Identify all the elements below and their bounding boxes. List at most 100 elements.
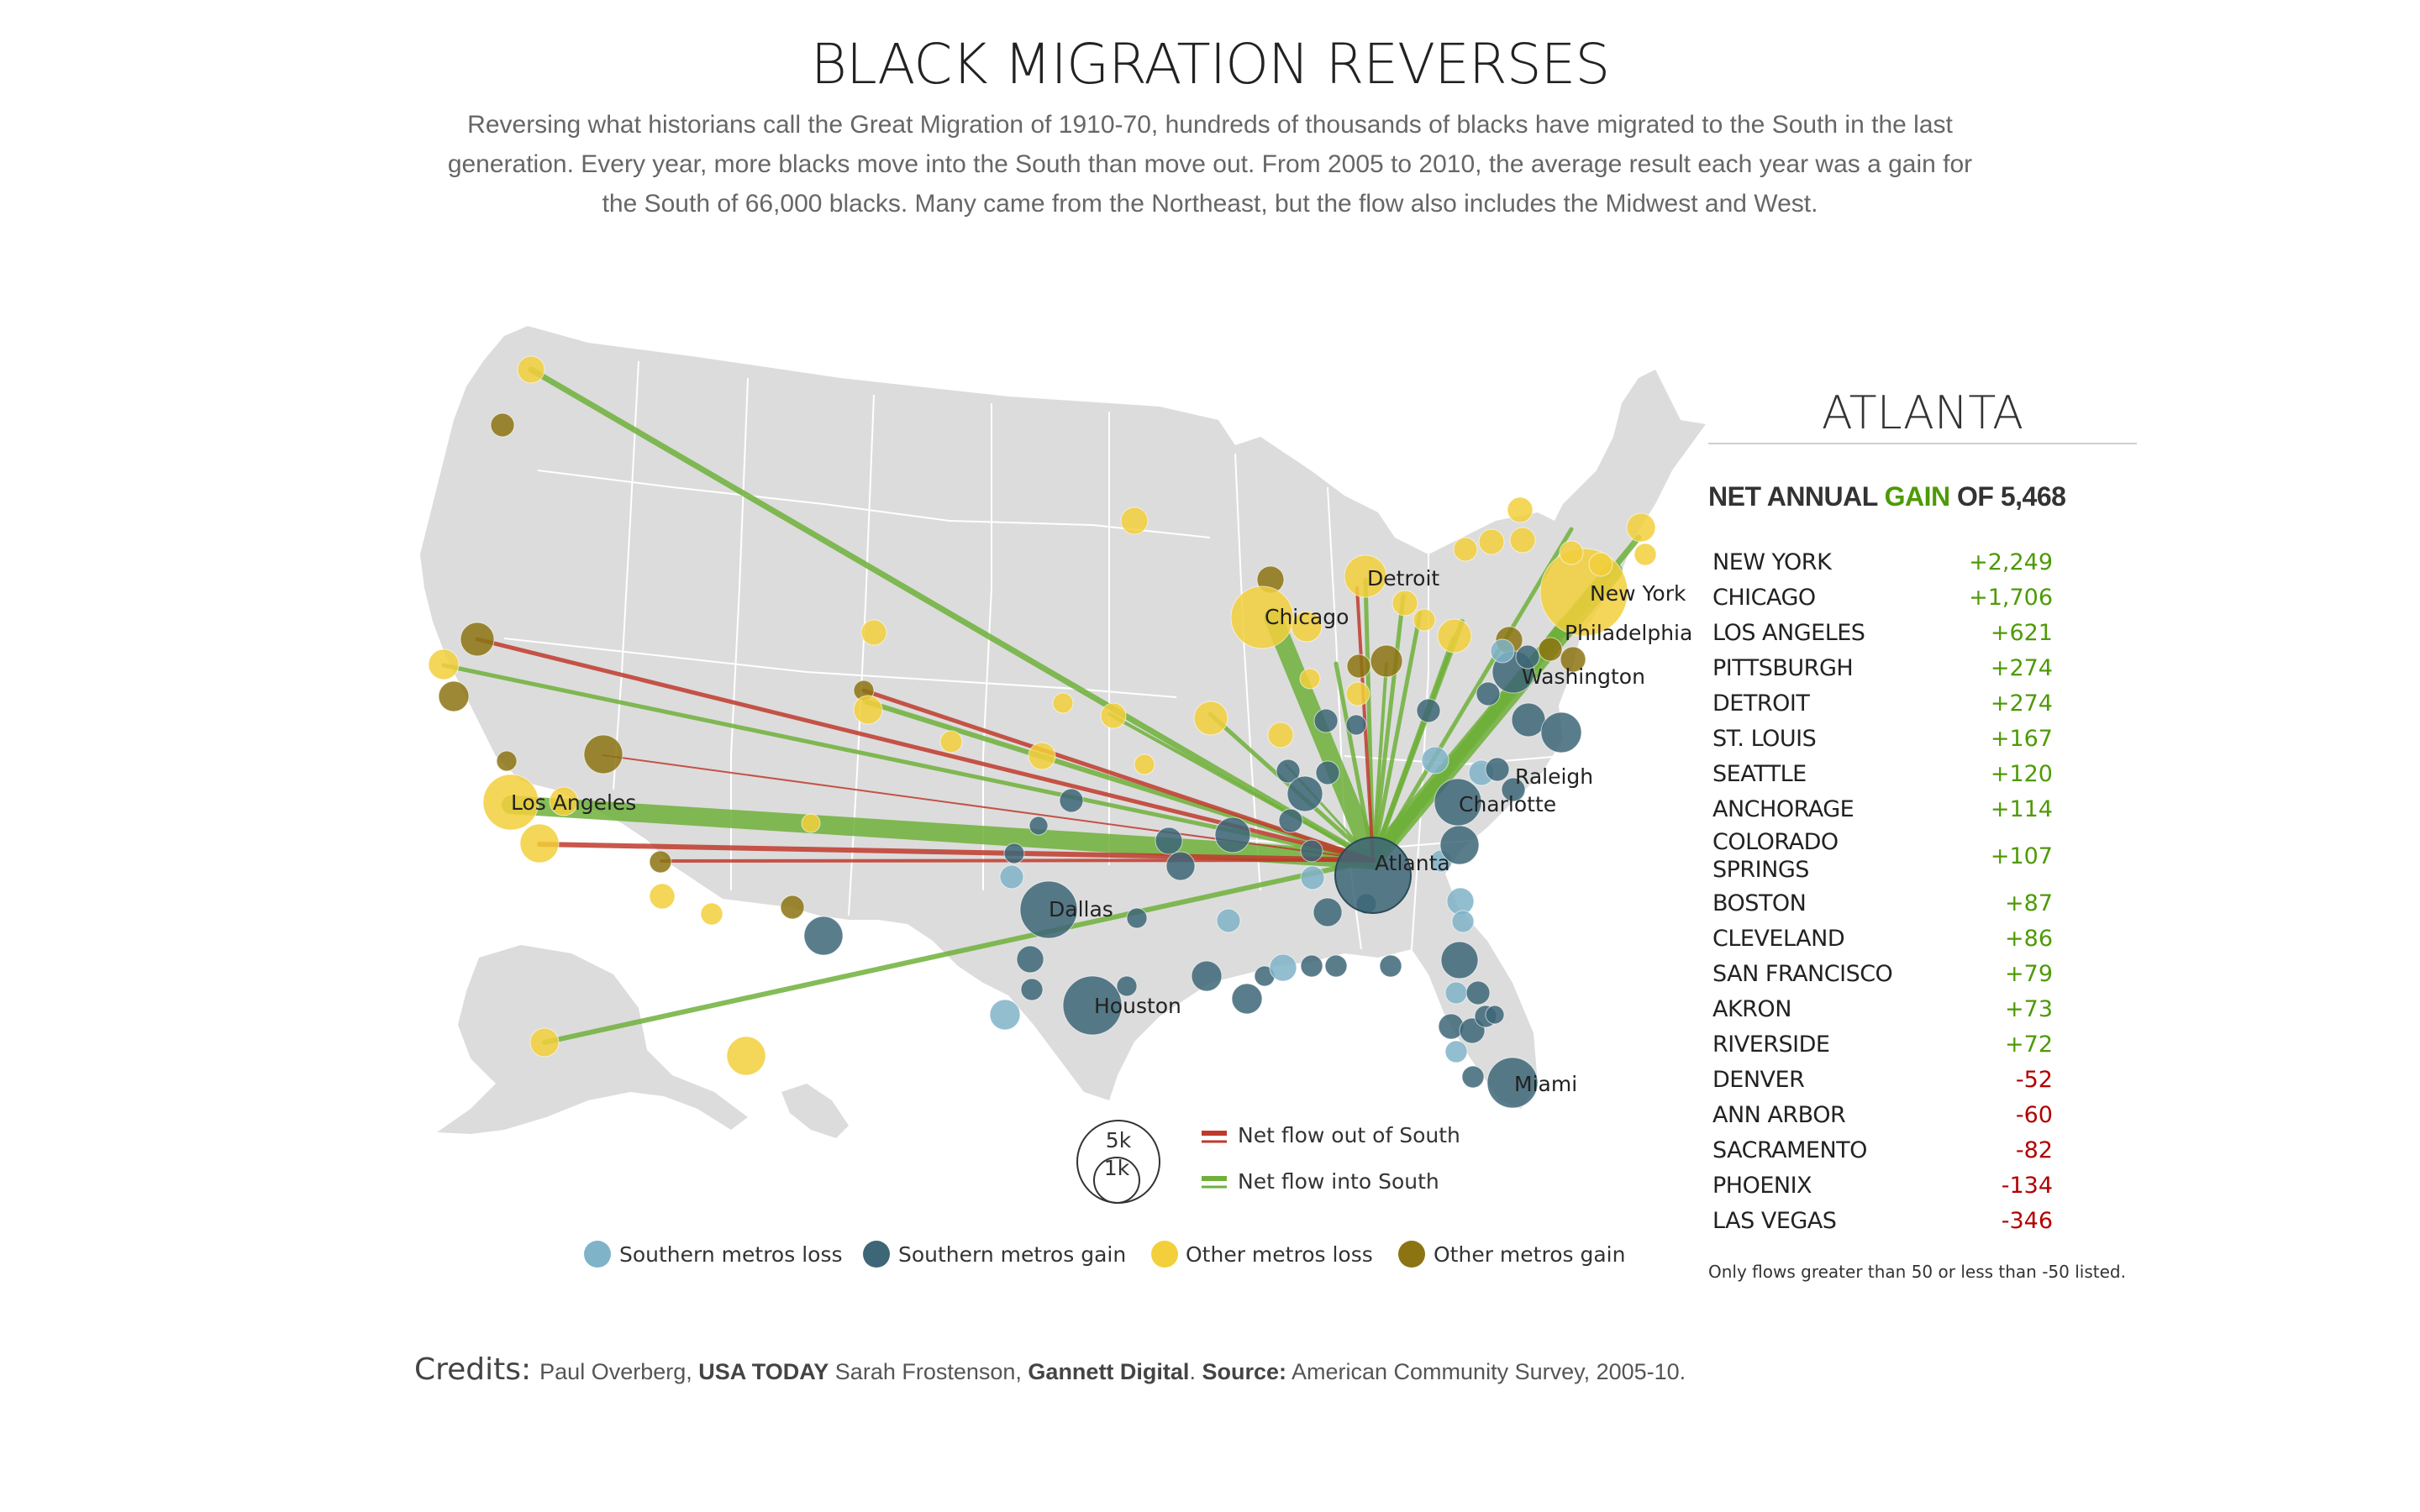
flow-row-value: -52 [2015, 1066, 2053, 1093]
flow-row-name: DENVER [1712, 1066, 1805, 1093]
metro-bubble-other-loss [517, 355, 545, 384]
city-label-washington: Washington [1522, 664, 1645, 689]
metro-bubble-other-loss [1588, 552, 1613, 577]
flow-row-name: PHOENIX [1712, 1172, 1812, 1199]
flow-row: BOSTON +87 [1708, 885, 2053, 921]
metro-bubble-other-loss [519, 823, 560, 864]
flow-row: PITTSBURGH +274 [1708, 650, 2053, 685]
metro-bubble-other-loss [860, 619, 887, 646]
metro-bubble-southern-gain [1300, 839, 1323, 863]
metro-bubble-other-loss [1299, 668, 1321, 690]
credits-name1: Paul Overberg, [539, 1359, 699, 1384]
metro-bubbles [428, 355, 1657, 1109]
metro-bubble-other-loss [1478, 528, 1505, 555]
metro-bubble-other-loss [1267, 722, 1294, 748]
other-gain-label: Other metros gain [1434, 1242, 1625, 1267]
metro-bubble-southern-gain [1019, 880, 1078, 939]
page-title: BLACK MIGRATION REVERSES [810, 32, 1610, 97]
metro-bubble-southern-gain [1345, 714, 1367, 736]
metro-bubble-southern-gain [1461, 1065, 1485, 1089]
metro-bubble-southern-gain [1214, 816, 1251, 853]
metro-bubble-southern-gain [1485, 757, 1510, 782]
metro-bubble-southern-gain [1191, 960, 1223, 992]
panel-city-title: ATLANTA [1708, 386, 2137, 444]
metro-bubble-southern-gain [1313, 897, 1343, 927]
flow-row-value: +1,706 [1969, 584, 2053, 611]
southern-loss-swatch [584, 1241, 611, 1268]
metro-bubble-southern-gain [1315, 760, 1340, 785]
metro-bubble-other-loss [549, 786, 579, 816]
flow-row-name: NEW YORK [1712, 549, 1832, 575]
metro-bubble-southern-loss [1300, 865, 1325, 890]
metro-bubble-southern-gain [1003, 843, 1025, 864]
flow-row-value: +274 [1990, 690, 2053, 717]
city-label-philadelphia: Philadelphia [1565, 621, 1692, 645]
metro-bubble-other-gain [1538, 637, 1563, 662]
city-label-chicago: Chicago [1265, 605, 1349, 629]
metro-bubble-southern-gain [1540, 711, 1582, 753]
flow-out-label: Net flow out of South [1238, 1123, 1460, 1147]
flow-row-value: +73 [2005, 995, 2053, 1022]
southern-gain-label: Southern metros gain [898, 1242, 1126, 1267]
intro-text: Reversing what historians call the Great… [447, 111, 1973, 218]
metro-bubble-southern-gain [1059, 788, 1084, 813]
flow-row-name: COLORADO SPRINGS [1712, 829, 1839, 883]
credits-org2: Gannett Digital [1028, 1359, 1190, 1384]
metro-bubble-southern-gain [1434, 778, 1482, 827]
metro-bubble-southern-gain [1016, 945, 1044, 974]
atlanta-panel: ATLANTA NET ANNUAL GAIN OF 5,468 NEW YOR… [1708, 386, 2137, 1282]
metro-bubble-southern-gain [1062, 975, 1123, 1036]
metro-bubble-other-loss [1344, 554, 1387, 598]
flow-row-value: -82 [2015, 1137, 2053, 1163]
size-legend-1k-label: 1k [1104, 1156, 1130, 1180]
southern-gain-swatch [863, 1241, 890, 1268]
hawaii-shape [781, 1084, 849, 1138]
flow-row-name: SAN FRANCISCO [1712, 960, 1893, 987]
flow-row: ANCHORAGE +114 [1708, 791, 2053, 827]
flow-row: AKRON +73 [1708, 991, 2053, 1026]
flow-row-value: +72 [2005, 1031, 2053, 1058]
metro-bubble-southern-gain [1511, 702, 1546, 738]
metro-bubble-other-loss [649, 883, 676, 910]
credits-name2: Sarah Frostenson, [829, 1359, 1028, 1384]
flow-row: SAN FRANCISCO +79 [1708, 956, 2053, 991]
metro-bubble-other-gain [1560, 646, 1586, 673]
metro-bubble-southern-gain [1476, 681, 1501, 706]
flow-line-in [1370, 619, 1465, 863]
alaska-shape [437, 945, 748, 1134]
flow-row-name: DETROIT [1712, 690, 1810, 717]
metro-bubble-other-gain [780, 895, 805, 920]
metro-bubble-other-loss [1392, 590, 1418, 617]
flow-row-name: CLEVELAND [1712, 925, 1845, 952]
city-label-miami: Miami [1514, 1072, 1577, 1096]
flow-row: LAS VEGAS -346 [1708, 1203, 2053, 1238]
metro-bubble-other-gain [496, 750, 518, 772]
metro-bubble-southern-gain [1501, 777, 1526, 802]
flow-line-out [537, 842, 1376, 863]
panel-headline: NET ANNUAL GAIN OF 5,468 [1708, 481, 2137, 512]
metro-bubble-southern-gain [803, 916, 844, 956]
metro-bubble-other-loss [700, 902, 723, 926]
panel-note: Only flows greater than 50 or less than … [1708, 1262, 2126, 1282]
flow-list: NEW YORK +2,249 CHICAGO +1,706 LOS ANGELES +6… [1708, 544, 2053, 1238]
flow-line-in [1370, 594, 1406, 863]
flow-row: CHICAGO +1,706 [1708, 580, 2053, 615]
flow-row-name: BOSTON [1712, 890, 1807, 916]
metro-bubble-southern-gain [1286, 775, 1323, 812]
metro-bubble-other-loss [1559, 540, 1584, 565]
flow-row-name: AKRON [1712, 995, 1791, 1022]
metro-bubble-southern-gain [1465, 980, 1491, 1005]
metro-bubble-other-gain [460, 622, 495, 657]
flow-row-value: +2,249 [1969, 549, 2053, 575]
city-label-new-york: New York [1590, 581, 1686, 606]
metro-bubble-other-gain [1346, 654, 1371, 679]
metro-bubble-other-loss [1028, 742, 1056, 770]
metro-bubble-other-loss [1134, 753, 1155, 775]
color-legend: Southern metros loss Southern metros gai… [584, 1241, 1625, 1268]
metro-bubble-southern-loss [1490, 638, 1515, 664]
flow-row-value: +107 [1990, 843, 2053, 869]
credits: Credits: Paul Overberg, USA TODAY Sarah F… [414, 1352, 1686, 1387]
metro-bubble-other-gain [438, 680, 470, 712]
metro-bubble-southern-gain [1276, 759, 1301, 784]
